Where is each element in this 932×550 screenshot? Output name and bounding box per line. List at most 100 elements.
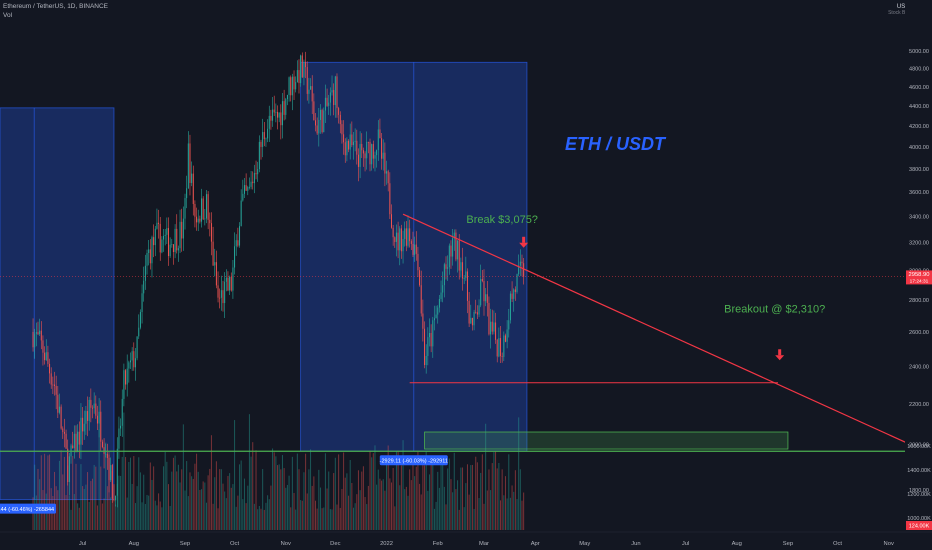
candle (116, 448, 118, 496)
annotation-1: Breakout @ $2,310? (724, 304, 825, 316)
candle (121, 398, 123, 426)
arrow-shaft (778, 349, 782, 356)
volume-bar (336, 504, 338, 530)
candle (58, 406, 60, 413)
candle (154, 228, 156, 246)
candle (321, 109, 323, 133)
candle (390, 214, 393, 228)
candle (260, 141, 262, 147)
candle (356, 140, 358, 155)
candle (339, 114, 341, 125)
candle (161, 239, 163, 253)
candle (305, 61, 307, 68)
candle (217, 285, 219, 298)
month-tick: Jul (682, 541, 689, 547)
volume-indicator-label[interactable]: Vol (3, 12, 13, 19)
volume-bar (319, 487, 321, 530)
volume-bar (161, 507, 163, 530)
volume-bar (239, 464, 241, 530)
volume-bar (376, 484, 378, 530)
volume-bar (453, 452, 455, 530)
candle (143, 280, 145, 294)
volume-bar (417, 451, 419, 530)
volume-bar (237, 495, 239, 530)
volume-bar (387, 445, 389, 530)
volume-bar (82, 486, 84, 530)
candle (501, 356, 503, 357)
volume-bar (62, 474, 64, 530)
volume-tick: 1600.00K (907, 444, 931, 450)
volume-bar (491, 463, 493, 530)
volume-bar (518, 417, 520, 530)
candle (82, 417, 84, 432)
volume-bar (255, 450, 257, 530)
volume-bar (394, 506, 396, 530)
candle (53, 384, 56, 386)
candle (392, 227, 394, 238)
arrow-head (775, 355, 785, 361)
volume-bar (509, 497, 511, 530)
volume-bar (286, 484, 288, 530)
volume-bar (78, 507, 80, 530)
candle (215, 262, 217, 286)
volume-bar (486, 490, 488, 530)
candle (224, 281, 226, 304)
candle (285, 99, 287, 115)
volume-bar (280, 469, 282, 530)
candle (169, 244, 171, 257)
volume-bar (334, 457, 336, 530)
candle (417, 253, 419, 271)
candle (308, 89, 310, 94)
candle (318, 119, 320, 134)
candle (460, 262, 462, 271)
volume-tag: 124.00K (906, 521, 932, 530)
volume-bar (156, 505, 158, 530)
volume-bar (262, 469, 264, 530)
candle (496, 339, 498, 357)
volume-bar (372, 453, 374, 530)
candle (146, 252, 148, 266)
candle (34, 333, 36, 348)
volume-bar (367, 485, 369, 530)
volume-bar (407, 495, 409, 530)
volume-bar (91, 478, 94, 530)
volume-bar (445, 504, 447, 530)
volume-bar (359, 490, 361, 530)
candle (273, 109, 275, 113)
volume-bar (339, 507, 341, 530)
candle (80, 417, 82, 445)
volume-bar (67, 465, 69, 530)
candle (516, 274, 518, 292)
candle (409, 228, 411, 242)
volume-bar (349, 459, 351, 530)
price-tick: 1800.00 (909, 488, 929, 494)
candle (364, 153, 366, 159)
volume-bar (58, 460, 60, 530)
candle (313, 101, 315, 121)
volume-bar (447, 468, 449, 530)
candle (433, 318, 435, 321)
volume-bar (352, 507, 355, 530)
volume-bar (210, 435, 212, 530)
candle (498, 338, 500, 357)
volume-bar (197, 471, 199, 530)
candle (177, 248, 179, 251)
down-arrow-0 (519, 236, 529, 248)
volume-bar (186, 461, 188, 530)
volume-bar (125, 457, 127, 530)
candle (463, 278, 465, 279)
candle (455, 232, 457, 260)
volume-bar (121, 456, 123, 530)
candle (303, 61, 305, 78)
volume-bar (214, 477, 216, 530)
candle (105, 453, 107, 455)
volume-bar (230, 487, 232, 530)
volume-bar (85, 484, 87, 530)
candle (480, 279, 482, 306)
volume-bar (397, 450, 399, 530)
volume-bar (55, 486, 57, 530)
candle (250, 181, 252, 187)
price-tick: 2400.00 (909, 364, 929, 370)
volume-bar (300, 500, 302, 530)
